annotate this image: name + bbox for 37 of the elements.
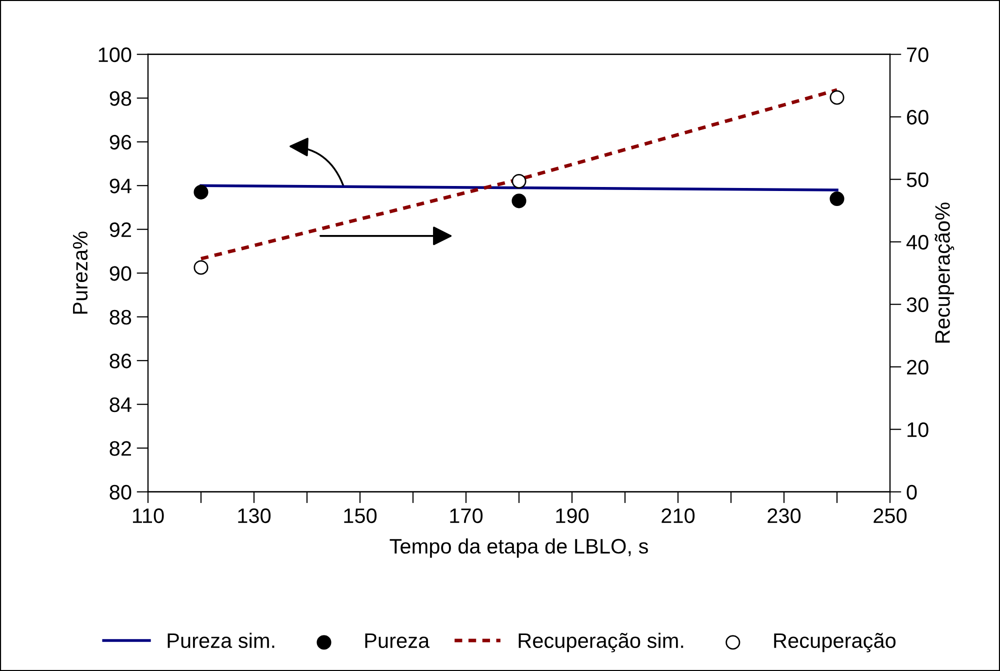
y-tick-label: 82: [110, 441, 131, 456]
legend-label: Recuperação sim.: [518, 632, 684, 652]
y-tick-label: 90: [110, 266, 132, 281]
x-tick-label: 110: [132, 508, 164, 524]
y2-axis-title: Recuperação%: [934, 202, 954, 343]
y-tick-label: 96: [110, 134, 132, 150]
x-tick-label: 230: [768, 508, 801, 524]
y-tick-label: 84: [110, 397, 132, 412]
y-tick-label: 92: [110, 222, 131, 238]
x-tick-label: 150: [344, 508, 377, 524]
y-axis-title: Pureza%: [72, 232, 88, 314]
legend-label: Pureza sim.: [168, 632, 274, 648]
x-tick-label: 170: [450, 508, 483, 524]
y2-tick-label: 30: [906, 297, 928, 312]
y2-tick-label: 20: [907, 360, 928, 375]
point: [830, 90, 844, 105]
x-tick-label: 210: [662, 508, 695, 524]
y-tick-label: 80: [110, 484, 132, 500]
x-tick-label: 190: [556, 508, 589, 524]
x-tick-label: 130: [238, 508, 271, 524]
x-tick-label: 250: [874, 508, 907, 524]
y-tick-label: 88: [110, 310, 132, 325]
y2-tick-label: 40: [906, 234, 928, 250]
legend-label: Pureza: [365, 634, 430, 648]
point: [194, 260, 208, 275]
y-tick-label: 86: [110, 354, 132, 368]
y2-tick-label: 70: [907, 47, 928, 62]
y-tick-label: 100: [98, 47, 132, 62]
x-axis-title: Tempo da etapa de LBLO, s: [390, 538, 648, 558]
point: [512, 174, 526, 189]
y2-tick-label: 0: [906, 484, 917, 500]
legend-label: Recuperação: [774, 632, 896, 652]
y2-tick-label: 60: [907, 110, 928, 125]
y2-tick-label: 50: [906, 172, 928, 188]
y-tick-label: 94: [110, 178, 132, 194]
y-tick-label: 98: [110, 91, 132, 106]
y2-tick-label: 10: [908, 422, 928, 438]
